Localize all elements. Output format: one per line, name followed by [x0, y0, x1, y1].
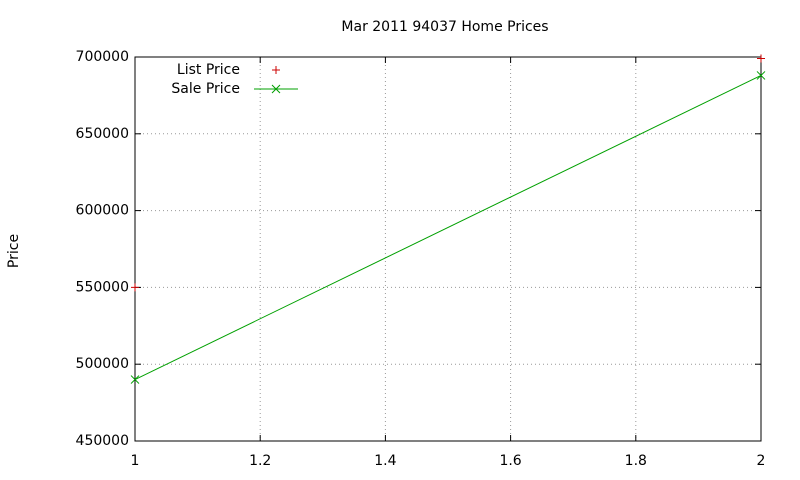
x-tick-label: 1.4	[374, 453, 396, 469]
x-tick-label: 1.8	[625, 453, 647, 469]
legend-label: Sale Price	[171, 81, 240, 97]
y-tick-label: 650000	[76, 126, 129, 142]
point	[272, 66, 280, 74]
point	[131, 283, 139, 292]
x-tick-label: 1.2	[249, 453, 271, 469]
x-tick-label: 2	[757, 453, 766, 469]
legend-label: List Price	[177, 62, 240, 78]
point	[757, 54, 765, 63]
plot-frame	[134, 56, 762, 442]
x-tick-label: 1.6	[499, 453, 521, 469]
y-tick-label: 500000	[76, 356, 129, 372]
point	[271, 84, 281, 94]
y-tick-label: 550000	[76, 279, 129, 295]
series-line	[134, 74, 762, 381]
chart-title: Mar 2011 94037 Home Prices	[341, 19, 548, 35]
point	[756, 71, 766, 80]
y-tick-label: 450000	[76, 433, 129, 449]
y-tick-label: 700000	[76, 49, 129, 65]
y-axis-label: Price	[6, 234, 22, 268]
x-tick-label: 1	[131, 453, 140, 469]
point	[130, 375, 140, 384]
y-tick-label: 600000	[76, 203, 129, 219]
